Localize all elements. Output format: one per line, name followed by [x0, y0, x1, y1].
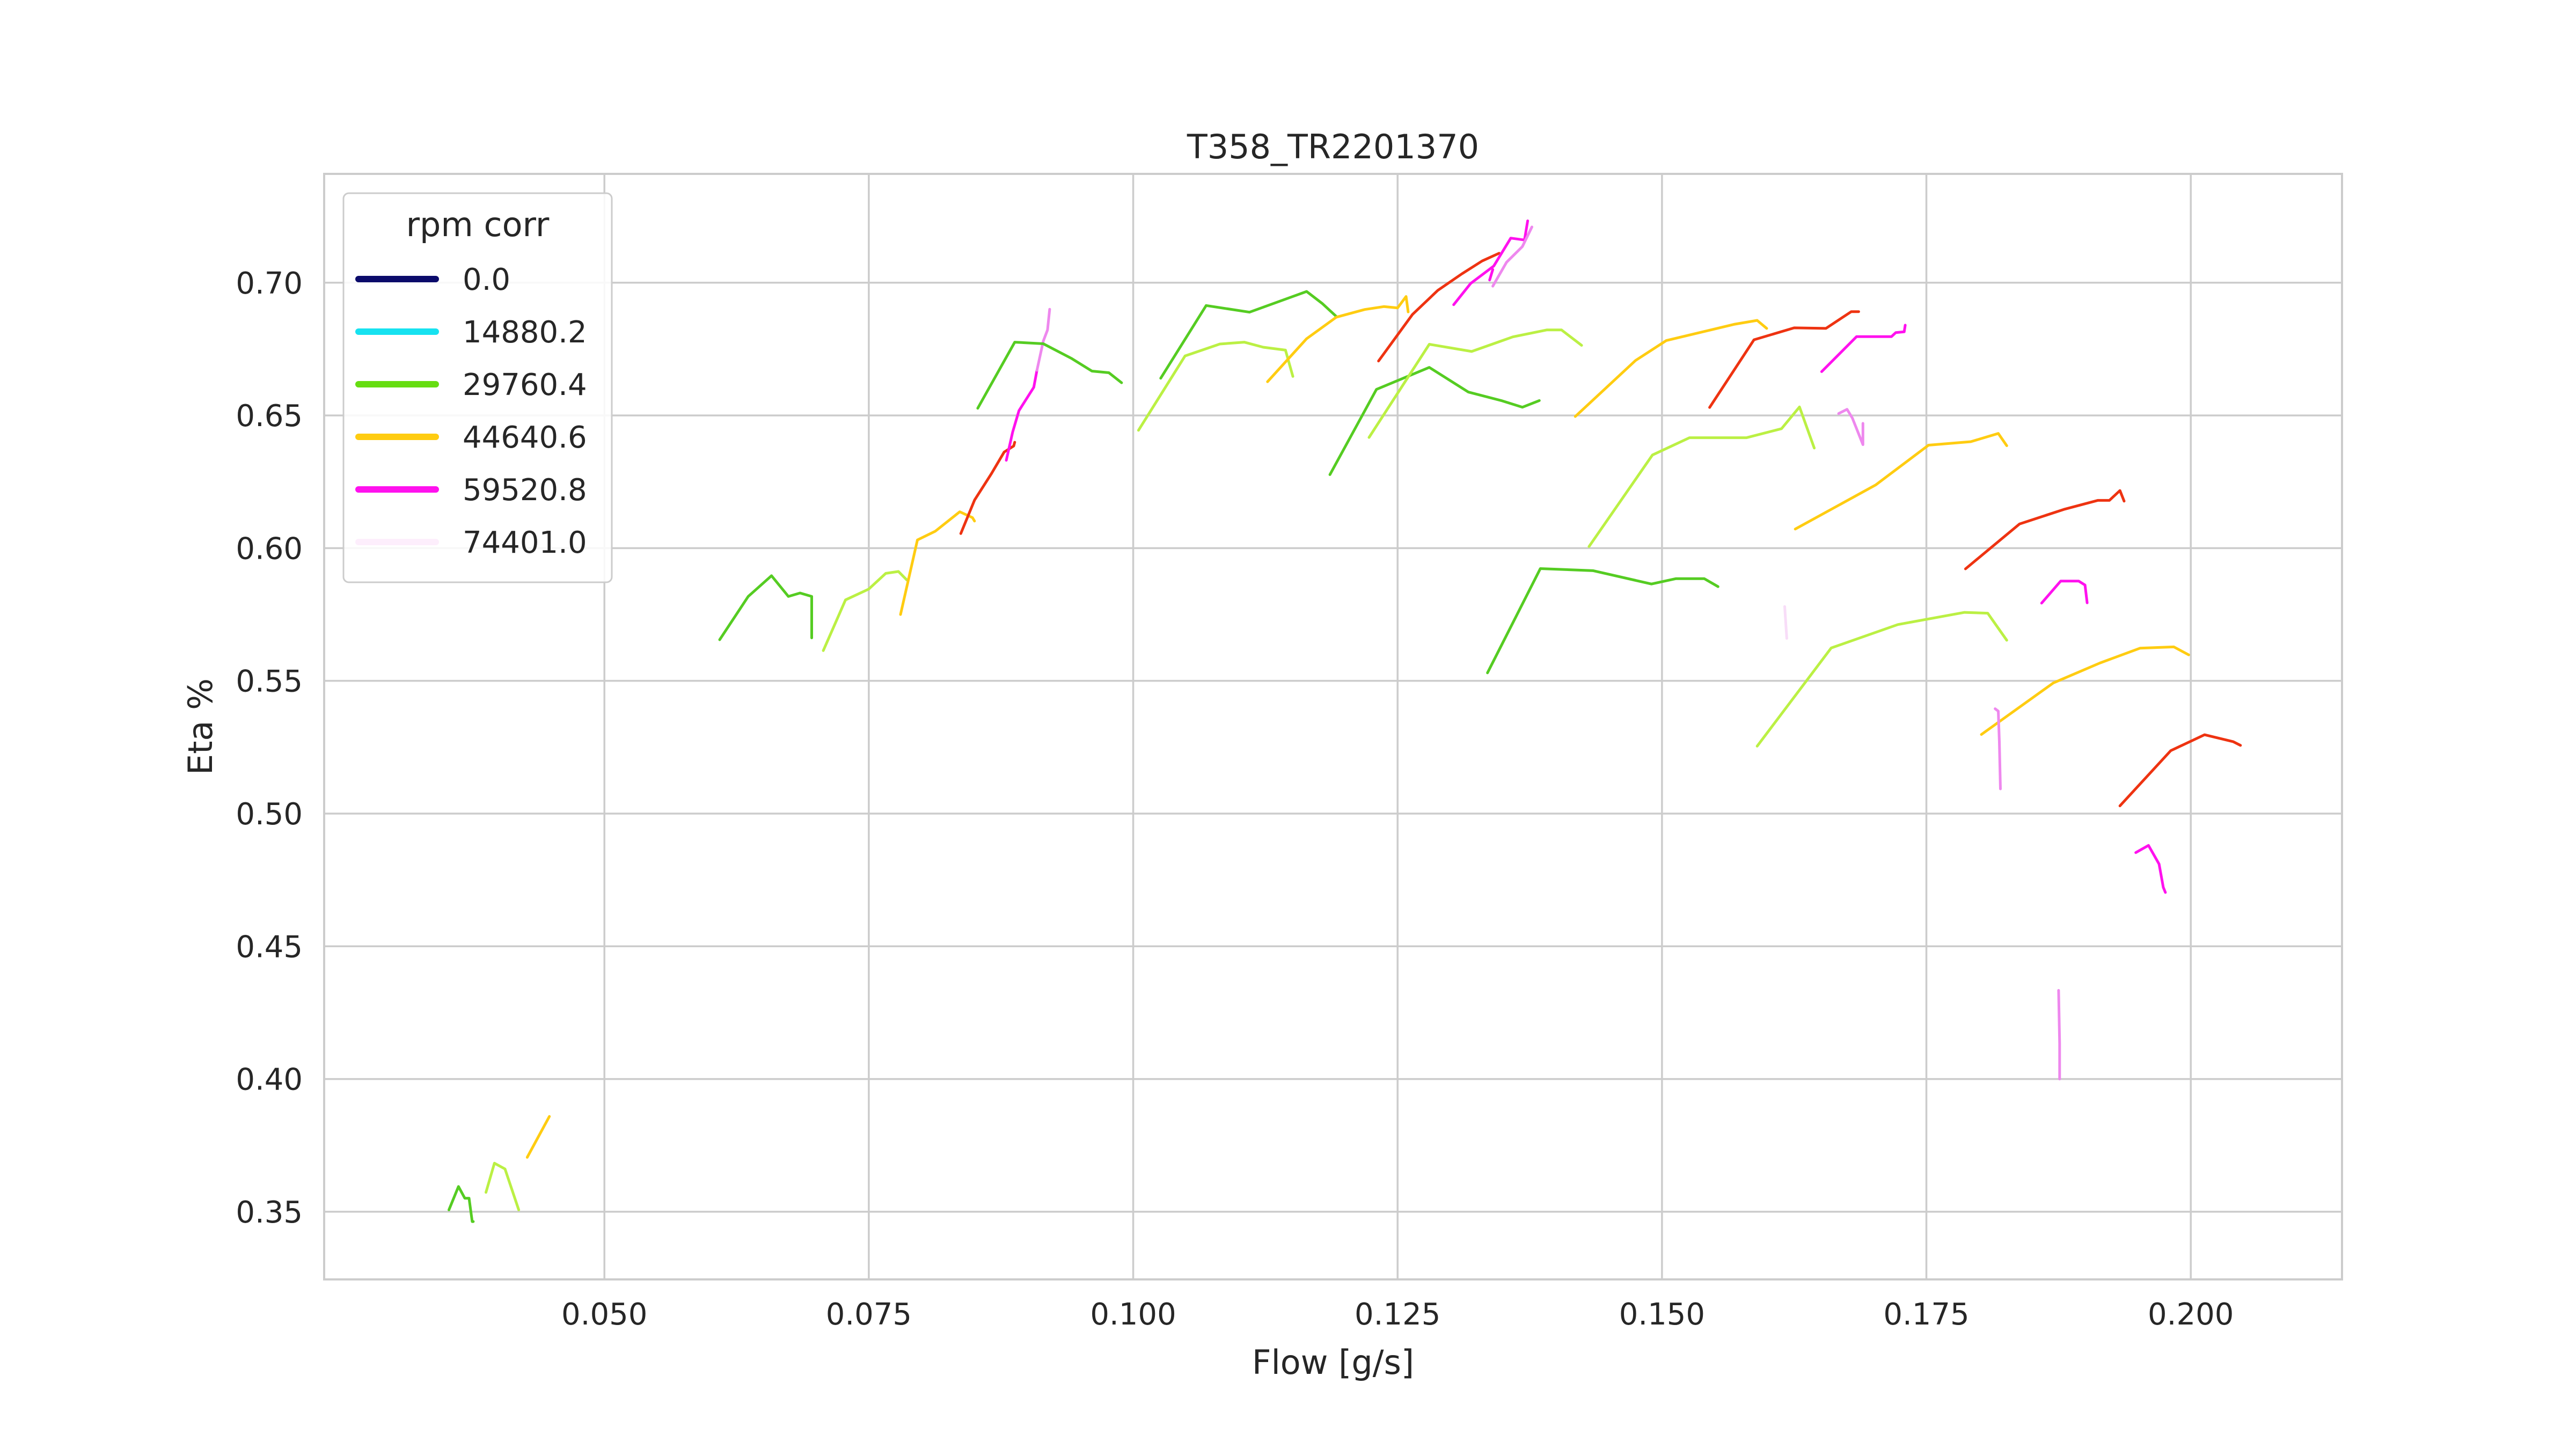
y-tick-labels: 0.35 0.40 0.45 0.50 0.55 0.60 0.65 0.70 — [236, 266, 303, 1230]
chart-title: T358_TR2201370 — [1187, 127, 1479, 166]
x-tick-label: 0.125 — [1355, 1297, 1440, 1332]
series-line — [1491, 225, 1533, 288]
series-line — [1328, 366, 1541, 476]
legend-label: 74401.0 — [463, 525, 587, 560]
legend-title: rpm corr — [406, 205, 550, 244]
series-line — [1574, 319, 1768, 418]
series-line — [2040, 580, 2089, 605]
series-line — [1708, 310, 1860, 409]
x-tick-label: 0.075 — [826, 1297, 912, 1332]
legend-box — [342, 192, 613, 583]
legend-entries: 0.0 14880.2 29760.4 44640.6 59520.8 74401.0 — [355, 262, 587, 560]
series-line — [485, 1161, 521, 1211]
series-line — [899, 510, 976, 616]
series-line — [1486, 567, 1719, 675]
series-line — [525, 1115, 551, 1159]
series-group — [448, 219, 2242, 1223]
y-tick-label: 0.60 — [236, 531, 303, 566]
series-line — [2134, 844, 2167, 894]
series-line — [1377, 252, 1501, 363]
x-tick-label: 0.100 — [1090, 1297, 1176, 1332]
y-tick-label: 0.70 — [236, 266, 303, 301]
y-tick-label: 0.50 — [236, 797, 303, 832]
legend-label: 59520.8 — [463, 473, 587, 508]
series-line — [1587, 405, 1816, 548]
series-line — [2057, 989, 2061, 1081]
series-line — [1035, 308, 1051, 372]
legend: rpm corr 0.0 14880.2 29760.4 44640.6 59520.8… — [342, 192, 613, 583]
series-line — [1266, 295, 1410, 383]
series-line — [976, 341, 1123, 410]
series-line — [1820, 324, 1907, 373]
grid — [324, 174, 2342, 1279]
legend-label: 44640.6 — [463, 420, 587, 455]
x-tick-label: 0.050 — [561, 1297, 647, 1332]
series-line — [1005, 369, 1038, 462]
legend-label: 29760.4 — [463, 368, 587, 402]
series-line — [1755, 611, 2008, 748]
series-line — [1794, 432, 2008, 531]
series-line — [1488, 268, 1495, 282]
series-line — [1137, 341, 1294, 432]
x-axis-label: Flow [g/s] — [1252, 1343, 1414, 1382]
series-line — [1452, 219, 1529, 306]
series-line — [1837, 408, 1864, 446]
y-axis-label: Eta % — [181, 678, 220, 775]
y-tick-label: 0.40 — [236, 1063, 303, 1097]
series-line — [1367, 328, 1583, 439]
series-line — [718, 574, 813, 641]
x-tick-label: 0.150 — [1619, 1297, 1705, 1332]
y-tick-label: 0.55 — [236, 664, 303, 699]
y-tick-label: 0.35 — [236, 1195, 303, 1230]
series-line — [1159, 290, 1338, 380]
series-line — [448, 1185, 475, 1223]
series-line — [822, 570, 909, 652]
legend-label: 0.0 — [463, 262, 510, 297]
series-line — [2118, 733, 2242, 808]
series-line — [1964, 489, 2126, 570]
legend-label: 14880.2 — [463, 315, 587, 350]
plot-frame — [323, 173, 2343, 1280]
x-tick-labels: 0.050 0.075 0.100 0.125 0.150 0.175 0.200 — [561, 1297, 2234, 1332]
x-tick-label: 0.200 — [2148, 1297, 2234, 1332]
x-tick-label: 0.175 — [1883, 1297, 1969, 1332]
y-tick-label: 0.65 — [236, 399, 303, 434]
y-tick-label: 0.45 — [236, 930, 303, 964]
series-line — [959, 441, 1016, 535]
series-line — [1980, 645, 2190, 736]
series-line — [1783, 605, 1788, 640]
series-line — [1994, 707, 2002, 791]
